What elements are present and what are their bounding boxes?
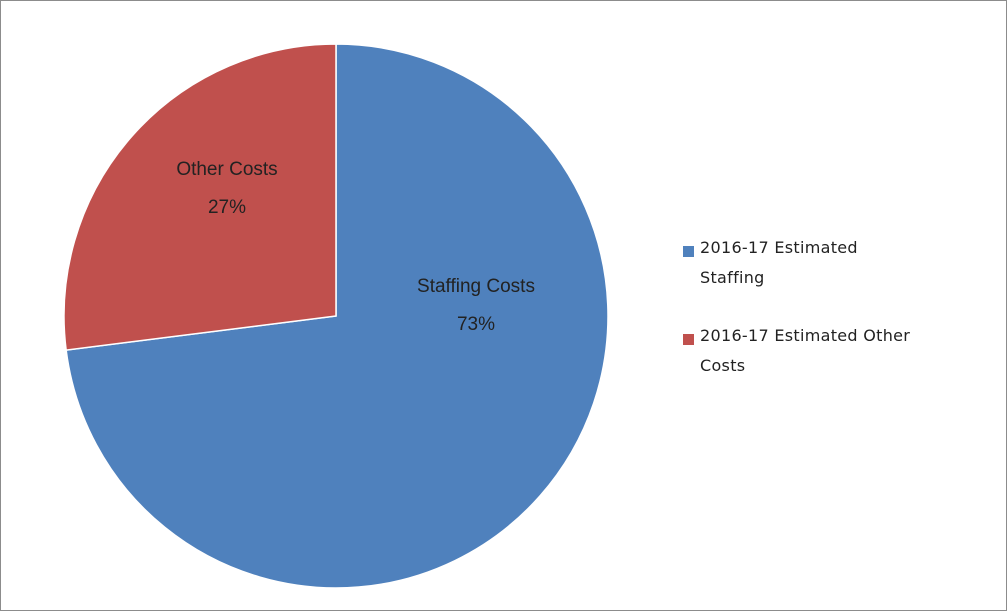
legend-swatch bbox=[683, 246, 694, 257]
slice-label: Staffing Costs 73% bbox=[376, 268, 576, 344]
legend-swatch bbox=[683, 334, 694, 345]
pie-slice bbox=[65, 43, 609, 589]
slice-name: Staffing Costs bbox=[417, 276, 535, 297]
legend-label: 2016-17 Estimated Other Costs bbox=[700, 326, 911, 375]
slice-name: Other Costs bbox=[176, 159, 278, 180]
legend-label: 2016-17 Estimated Staffing bbox=[700, 238, 858, 287]
slice-label: Other Costs 27% bbox=[127, 151, 327, 227]
pie-slice bbox=[63, 43, 337, 351]
slice-value: 73% bbox=[456, 314, 496, 335]
slice-value: 27% bbox=[207, 197, 247, 218]
